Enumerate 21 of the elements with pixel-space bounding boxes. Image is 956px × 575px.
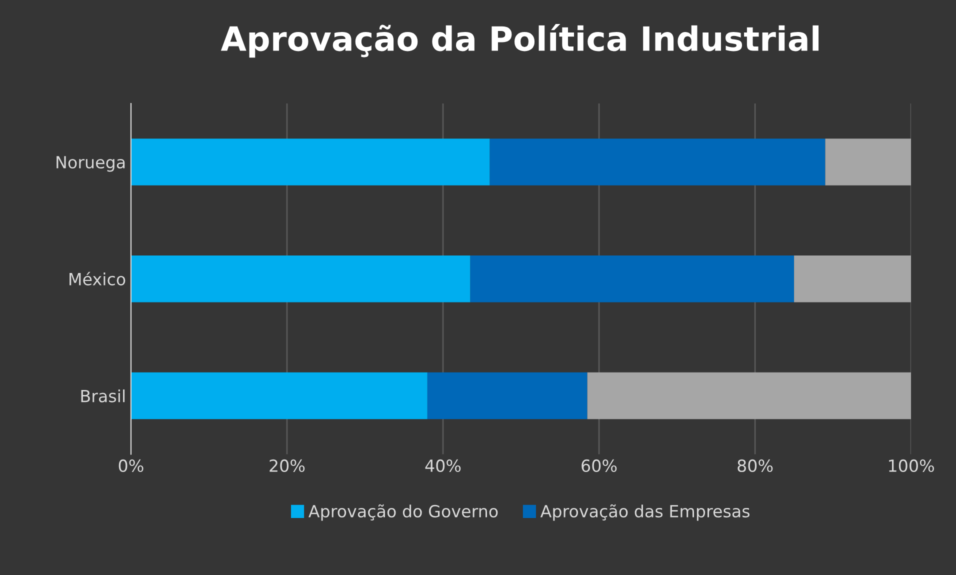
x-tick-label: 80% <box>738 459 773 472</box>
bar <box>130 255 470 302</box>
x-tick-label: 40% <box>425 459 461 472</box>
y-tick-label: Brasil <box>81 389 125 402</box>
bar <box>587 372 912 420</box>
chart-title: Aprovação da Política Industrial <box>220 24 819 58</box>
bar <box>130 372 428 420</box>
x-tick-label: 60% <box>582 459 617 472</box>
bar <box>490 138 826 186</box>
y-tick-label: México <box>70 272 126 286</box>
bar <box>794 255 912 302</box>
bar <box>130 138 490 186</box>
legend-label: Aprovação do Governo <box>308 504 498 521</box>
bar <box>825 138 912 186</box>
bar <box>470 255 794 302</box>
x-tick-label: 100% <box>889 459 934 472</box>
y-tick-label: Noruega <box>56 156 125 172</box>
x-tick-label: 20% <box>270 459 305 472</box>
x-tick-label: 0% <box>118 459 144 472</box>
legend-label: Aprovação das Empresas <box>540 504 750 521</box>
bar <box>427 372 588 420</box>
